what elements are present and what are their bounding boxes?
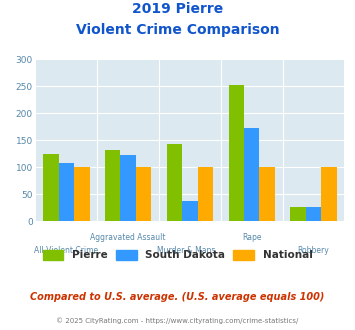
Text: Murder & Mans...: Murder & Mans... [157,246,223,255]
Bar [120,155,136,221]
Bar [167,144,182,221]
Text: © 2025 CityRating.com - https://www.cityrating.com/crime-statistics/: © 2025 CityRating.com - https://www.city… [56,317,299,324]
Text: Compared to U.S. average. (U.S. average equals 100): Compared to U.S. average. (U.S. average … [30,292,325,302]
Bar [321,167,337,221]
Text: Aggravated Assault: Aggravated Assault [91,233,166,242]
Text: Robbery: Robbery [297,246,329,255]
Bar [306,207,321,221]
Bar [43,154,59,221]
Bar [244,128,260,221]
Text: Rape: Rape [242,233,261,242]
Bar [74,167,89,221]
Legend: Pierre, South Dakota, National: Pierre, South Dakota, National [43,249,312,260]
Bar [59,163,74,221]
Bar [198,167,213,221]
Text: All Violent Crime: All Violent Crime [34,246,98,255]
Bar [105,150,120,221]
Text: Violent Crime Comparison: Violent Crime Comparison [76,23,279,37]
Bar [229,85,244,221]
Bar [260,167,275,221]
Text: 2019 Pierre: 2019 Pierre [132,2,223,16]
Bar [182,201,198,221]
Bar [136,167,151,221]
Bar [290,207,306,221]
